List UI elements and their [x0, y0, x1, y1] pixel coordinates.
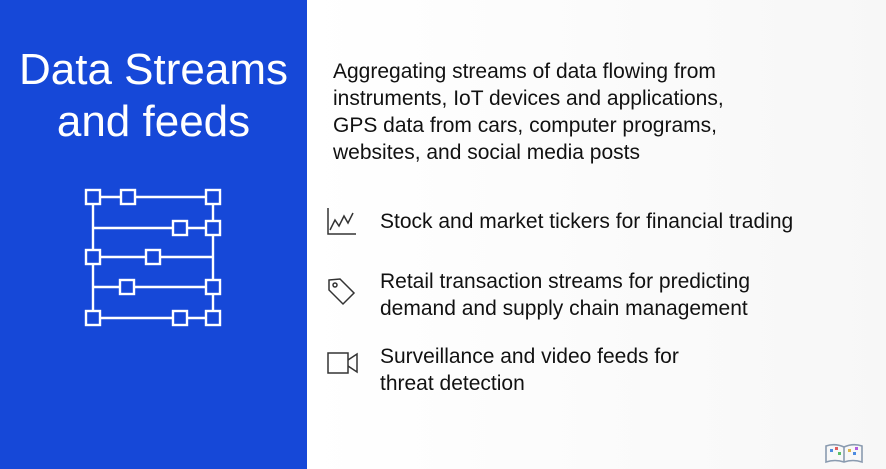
item-retail-line-2: demand and supply chain management: [380, 297, 748, 320]
intro-line: GPS data from cars, computer programs,: [333, 114, 717, 137]
intro-line: websites, and social media posts: [333, 141, 640, 164]
item-retail-line-1: Retail transaction streams for predictin…: [380, 270, 750, 293]
title-line-2: and feeds: [56, 97, 251, 146]
intro-line: instruments, IoT devices and application…: [333, 87, 724, 110]
data-stream-icon: [84, 188, 222, 327]
line-chart-icon: [327, 208, 356, 235]
title-panel: Data Streams and feeds: [0, 0, 307, 469]
content-panel: [307, 0, 886, 469]
intro-line: Aggregating streams of data flowing from: [333, 60, 716, 83]
item-stock-tickers: Stock and market tickers for financial t…: [380, 210, 794, 233]
title-line-1: Data Streams: [19, 45, 288, 94]
price-tag-icon: [328, 278, 356, 306]
item-surveillance-line-2: threat detection: [380, 372, 525, 395]
intro-paragraph: Aggregating streams of data flowing from…: [333, 58, 853, 166]
book-logo-icon: [825, 443, 863, 464]
item-surveillance-line-1: Surveillance and video feeds for: [380, 345, 679, 368]
video-camera-icon: [327, 352, 358, 374]
